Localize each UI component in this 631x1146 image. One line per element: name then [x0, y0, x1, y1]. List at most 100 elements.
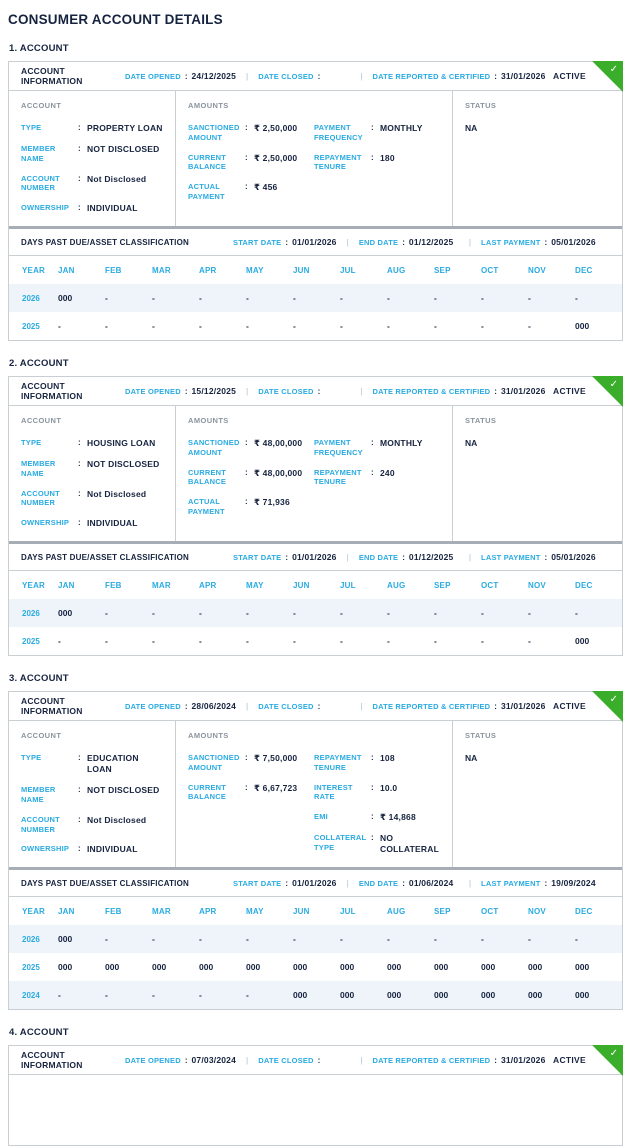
amounts-column-heading: AMOUNTS	[188, 101, 229, 110]
amounts-columns: SANCTIONED AMOUNT: ₹ 2,50,000 CURRENT BALA…	[188, 123, 440, 202]
field-label: REPAYMENT TENURE	[314, 152, 362, 172]
dpd-table: YEAR JAN FEB MAR APR MAY JUN JUL AUG SEP OCT NOV DEC…	[9, 256, 622, 340]
dpd-cell: -	[528, 293, 531, 304]
colon: :	[494, 387, 497, 397]
field-label: CURRENT BALANCE	[188, 467, 227, 487]
field-colon: :	[245, 467, 248, 477]
account-section: 1. ACCOUNT ACCOUNT INFORMATION DATE OPEN…	[8, 43, 623, 342]
date-reported-group: DATE REPORTED & CERTIFIED : 31/01/2026	[372, 386, 545, 396]
field-row: ACTUAL PAYMENT: ₹ 456	[188, 182, 314, 202]
field-colon: :	[78, 785, 81, 795]
date-opened-label: DATE OPENED	[125, 702, 181, 712]
account-section-label: 1. ACCOUNT	[9, 43, 69, 54]
check-icon: ✓	[609, 64, 618, 75]
field-label: ACTUAL PAYMENT	[188, 497, 225, 516]
last-payment-label: LAST PAYMENT	[481, 879, 541, 889]
dpd-table: YEAR JAN FEB MAR APR MAY JUN JUL AUG SEP OCT NOV DEC…	[9, 571, 622, 655]
dpd-table-head: YEAR JAN FEB MAR APR MAY JUN JUL AUG SEP OCT NOV DEC	[9, 897, 622, 925]
dpd-cell: -	[293, 608, 296, 619]
field-label: ACCOUNT NUMBER	[21, 173, 60, 193]
dpd-cell: 000	[340, 990, 355, 1001]
dpd-col-month: DEC	[575, 266, 593, 276]
account-info-header: ACCOUNT INFORMATION DATE OPENED : 24/12/…	[9, 61, 623, 92]
status-column: STATUS NA	[453, 406, 622, 541]
header-separator: |	[346, 878, 349, 889]
dpd-year-cell: 2025	[22, 636, 40, 646]
card-stub	[9, 1075, 622, 1145]
field-row: TYPE: HOUSING LOAN	[21, 438, 163, 449]
field-colon: :	[245, 753, 248, 763]
status-value: NA	[465, 123, 478, 133]
dpd-cell: 000	[58, 608, 73, 619]
active-corner-ribbon	[592, 691, 623, 723]
colon: :	[402, 238, 405, 248]
dpd-col-month: MAR	[152, 907, 171, 917]
account-card: ACCOUNT INFORMATION DATE OPENED : 28/06/…	[8, 691, 623, 1011]
dpd-col-month: APR	[199, 907, 217, 917]
dpd-cell: -	[293, 321, 296, 332]
dpd-cell: -	[246, 293, 249, 304]
dpd-cell: -	[340, 608, 343, 619]
dpd-cell: 000	[199, 962, 214, 973]
dpd-year-cell: 2026	[22, 934, 40, 944]
date-opened-value: 07/03/2024	[191, 1055, 237, 1066]
dpd-col-month: MAR	[152, 266, 171, 276]
dpd-col-month: MAR	[152, 581, 171, 591]
last-payment-label: LAST PAYMENT	[481, 238, 541, 248]
start-date-value: 01/01/2026	[292, 237, 337, 248]
dpd-table-body: 2026 000 - - - - - - - - - - - 2025 - - - - - - - - - - - 000	[9, 599, 622, 655]
status-column-heading: STATUS	[465, 101, 497, 110]
dpd-col-month: AUG	[387, 581, 406, 591]
dpd-cell: -	[434, 608, 437, 619]
dpd-cell: 000	[387, 962, 402, 973]
field-colon: :	[371, 152, 374, 162]
field-row: TYPE: PROPERTY LOAN	[21, 123, 163, 134]
dpd-cell: -	[575, 293, 578, 304]
status-badge: ACTIVE	[553, 701, 586, 712]
field-colon: :	[245, 123, 248, 132]
account-info-title: ACCOUNT INFORMATION	[21, 66, 83, 86]
dpd-header-row: YEAR JAN FEB MAR APR MAY JUN JUL AUG SEP OCT NOV DEC	[9, 897, 622, 925]
dpd-col-month: DEC	[575, 581, 593, 591]
dpd-row: 2024 - - - - - 000 000 000 000 000 000 000	[9, 981, 622, 1010]
field-value: ₹ 14,868	[380, 812, 416, 823]
account-column-heading: ACCOUNT	[21, 731, 62, 741]
page-title: CONSUMER ACCOUNT DETAILS	[8, 12, 223, 27]
field-colon: :	[371, 782, 374, 792]
dpd-cell: -	[387, 608, 390, 619]
dpd-cell: -	[58, 321, 61, 332]
end-date-value: 01/06/2024	[408, 878, 454, 889]
field-row: OWNERSHIP: INDIVIDUAL	[21, 203, 163, 214]
dpd-cell: -	[152, 934, 155, 945]
date-reported-value: 31/01/2026	[500, 71, 546, 81]
colon: :	[494, 702, 497, 712]
dpd-cell: -	[58, 990, 61, 1001]
dpd-table: YEAR JAN FEB MAR APR MAY JUN JUL AUG SEP OCT NOV DEC…	[9, 897, 622, 1010]
dpd-cell: 000	[58, 293, 73, 304]
field-row: EMI: ₹ 14,868	[314, 812, 440, 823]
field-value: 10.0	[380, 782, 398, 793]
amounts-left: SANCTIONED AMOUNT: ₹ 7,50,000 CURRENT BALA…	[188, 753, 314, 855]
field-colon: :	[371, 438, 374, 448]
dpd-row: 2025 - - - - - - - - - - - 000	[9, 312, 622, 340]
date-closed-label: DATE CLOSED	[258, 386, 314, 396]
dpd-col-year: YEAR	[22, 907, 46, 917]
field-row: SANCTIONED AMOUNT: ₹ 48,00,000	[188, 438, 314, 458]
dpd-cell: 000	[434, 990, 449, 1001]
dpd-row: 2026 000 - - - - - - - - - - -	[9, 599, 622, 628]
dpd-col-month: AUG	[387, 907, 406, 917]
dpd-cell: -	[246, 934, 249, 945]
field-colon: :	[78, 203, 81, 213]
end-date-label: END DATE	[358, 879, 399, 889]
check-icon: ✓	[609, 1048, 618, 1060]
dpd-cell: -	[152, 990, 155, 1001]
start-date-group: START DATE : 01/01/2026	[233, 237, 337, 247]
dpd-section: DAYS PAST DUE/ASSET CLASSIFICATION START…	[9, 870, 622, 1010]
field-colon: :	[78, 518, 81, 528]
date-opened-group: DATE OPENED : 28/06/2024	[125, 701, 236, 711]
field-row: REPAYMENT TENURE:108	[314, 753, 440, 773]
card-body: ACCOUNT TYPE: HOUSING LOAN MEMBER NAME: NOT…	[9, 406, 622, 542]
dpd-row: 2026 000 - - - - - - - - - - -	[9, 284, 622, 313]
field-label: ACCOUNT NUMBER	[21, 814, 60, 834]
dpd-cell: 000	[293, 962, 308, 973]
